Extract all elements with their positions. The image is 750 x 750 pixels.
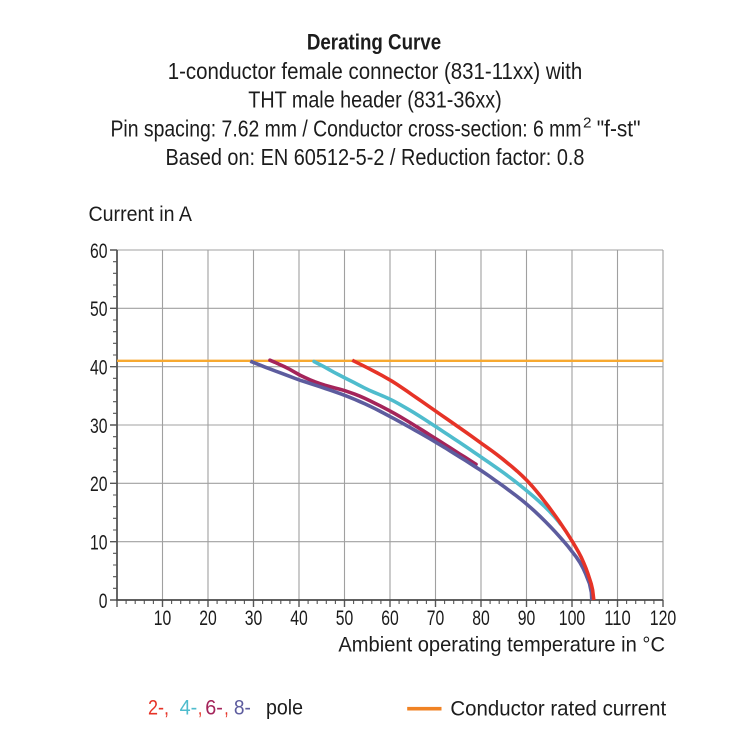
svg-text:Ambient operating temperature: Ambient operating temperature in °C (338, 633, 665, 657)
svg-text:"f-st": "f-st" (597, 116, 641, 142)
svg-text:20: 20 (199, 606, 217, 630)
svg-text:2-,: 2-, (148, 696, 169, 720)
svg-text:2: 2 (583, 115, 592, 131)
svg-text:Current in A: Current in A (89, 202, 193, 226)
svg-text:40: 40 (90, 356, 108, 380)
svg-text:THT male header (831-36xx): THT male header (831-36xx) (248, 87, 501, 113)
svg-text:70: 70 (427, 606, 445, 630)
svg-text:60: 60 (90, 239, 108, 263)
svg-text:40: 40 (290, 606, 308, 630)
svg-text:8-: 8- (234, 696, 251, 720)
svg-text:,: , (224, 696, 228, 720)
svg-text:20: 20 (90, 472, 108, 496)
svg-text:4-: 4- (180, 696, 198, 720)
svg-text:10: 10 (154, 606, 172, 630)
svg-text:Pin spacing: 7.62 mm / Conduct: Pin spacing: 7.62 mm / Conductor cross-s… (111, 116, 582, 142)
svg-text:,: , (198, 696, 202, 720)
svg-text:50: 50 (336, 606, 354, 630)
svg-text:100: 100 (559, 606, 586, 630)
svg-text:80: 80 (472, 606, 490, 630)
svg-text:30: 30 (245, 606, 263, 630)
svg-text:60: 60 (381, 606, 399, 630)
svg-text:0: 0 (99, 589, 108, 613)
svg-text:10: 10 (90, 531, 108, 555)
svg-text:Derating Curve: Derating Curve (307, 29, 441, 54)
svg-text:Based on: EN 60512-5-2 / Reduc: Based on: EN 60512-5-2 / Reduction facto… (166, 144, 585, 170)
svg-text:6-: 6- (205, 696, 223, 720)
svg-text:30: 30 (90, 414, 108, 438)
svg-text:1-conductor female connector (: 1-conductor female connector (831-11xx) … (168, 58, 583, 84)
svg-text:50: 50 (90, 297, 108, 321)
svg-text:90: 90 (518, 606, 536, 630)
svg-text:110: 110 (604, 606, 631, 630)
svg-text:pole: pole (266, 696, 303, 720)
svg-text:Conductor rated current: Conductor rated current (450, 697, 666, 721)
svg-text:120: 120 (650, 606, 677, 630)
